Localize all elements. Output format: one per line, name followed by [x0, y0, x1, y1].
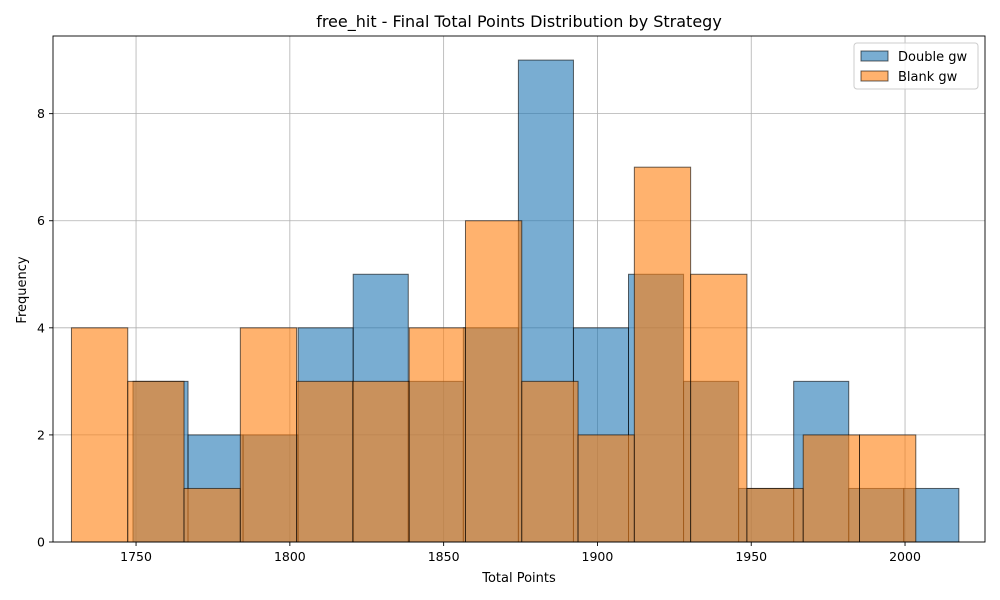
x-tick-label: 1800	[274, 549, 306, 564]
legend: Double gw Blank gw	[853, 42, 979, 90]
plot-frame	[52, 35, 986, 543]
x-tick-label: 1850	[428, 549, 460, 564]
legend-swatch	[860, 70, 889, 82]
chart-title: free_hit - Final Total Points Distributi…	[316, 12, 722, 32]
histogram-bar	[690, 273, 748, 543]
y-tick-label: 6	[37, 213, 45, 228]
histogram-bar	[746, 487, 804, 543]
histogram-bar	[408, 327, 466, 543]
x-tick-label: 1750	[120, 549, 152, 564]
histogram-bar	[239, 327, 298, 543]
histogram-bar	[802, 434, 861, 543]
legend-label: Blank gw	[898, 70, 958, 85]
x-tick-label: 1900	[582, 549, 614, 564]
legend-swatch	[860, 50, 889, 62]
histogram-bar	[521, 380, 579, 543]
y-tick-label: 0	[37, 535, 45, 550]
legend-label: Double gw	[898, 50, 967, 65]
histogram-bar	[352, 380, 410, 543]
y-axis-title: Frequency	[15, 256, 30, 323]
y-tick-label: 2	[37, 427, 45, 442]
histogram-bar	[633, 166, 692, 543]
histogram-bar	[70, 327, 129, 543]
y-tick-label: 4	[37, 320, 45, 335]
x-tick-label: 2000	[889, 549, 921, 564]
histogram-bar	[127, 380, 185, 543]
axes: 1750 1800 1850 1900 1950 2000 0 2 4 6 8	[37, 35, 986, 564]
histogram-bar	[183, 487, 241, 543]
series-blank-gw	[70, 166, 917, 543]
x-tick-label: 1950	[735, 549, 767, 564]
bars	[70, 59, 960, 543]
histogram-bar	[296, 380, 354, 543]
histogram-bar	[577, 434, 635, 543]
y-tick-label: 8	[37, 106, 45, 121]
x-axis-title: Total Points	[481, 571, 556, 586]
histogram-bar	[464, 220, 523, 543]
histogram-bar	[859, 434, 917, 543]
